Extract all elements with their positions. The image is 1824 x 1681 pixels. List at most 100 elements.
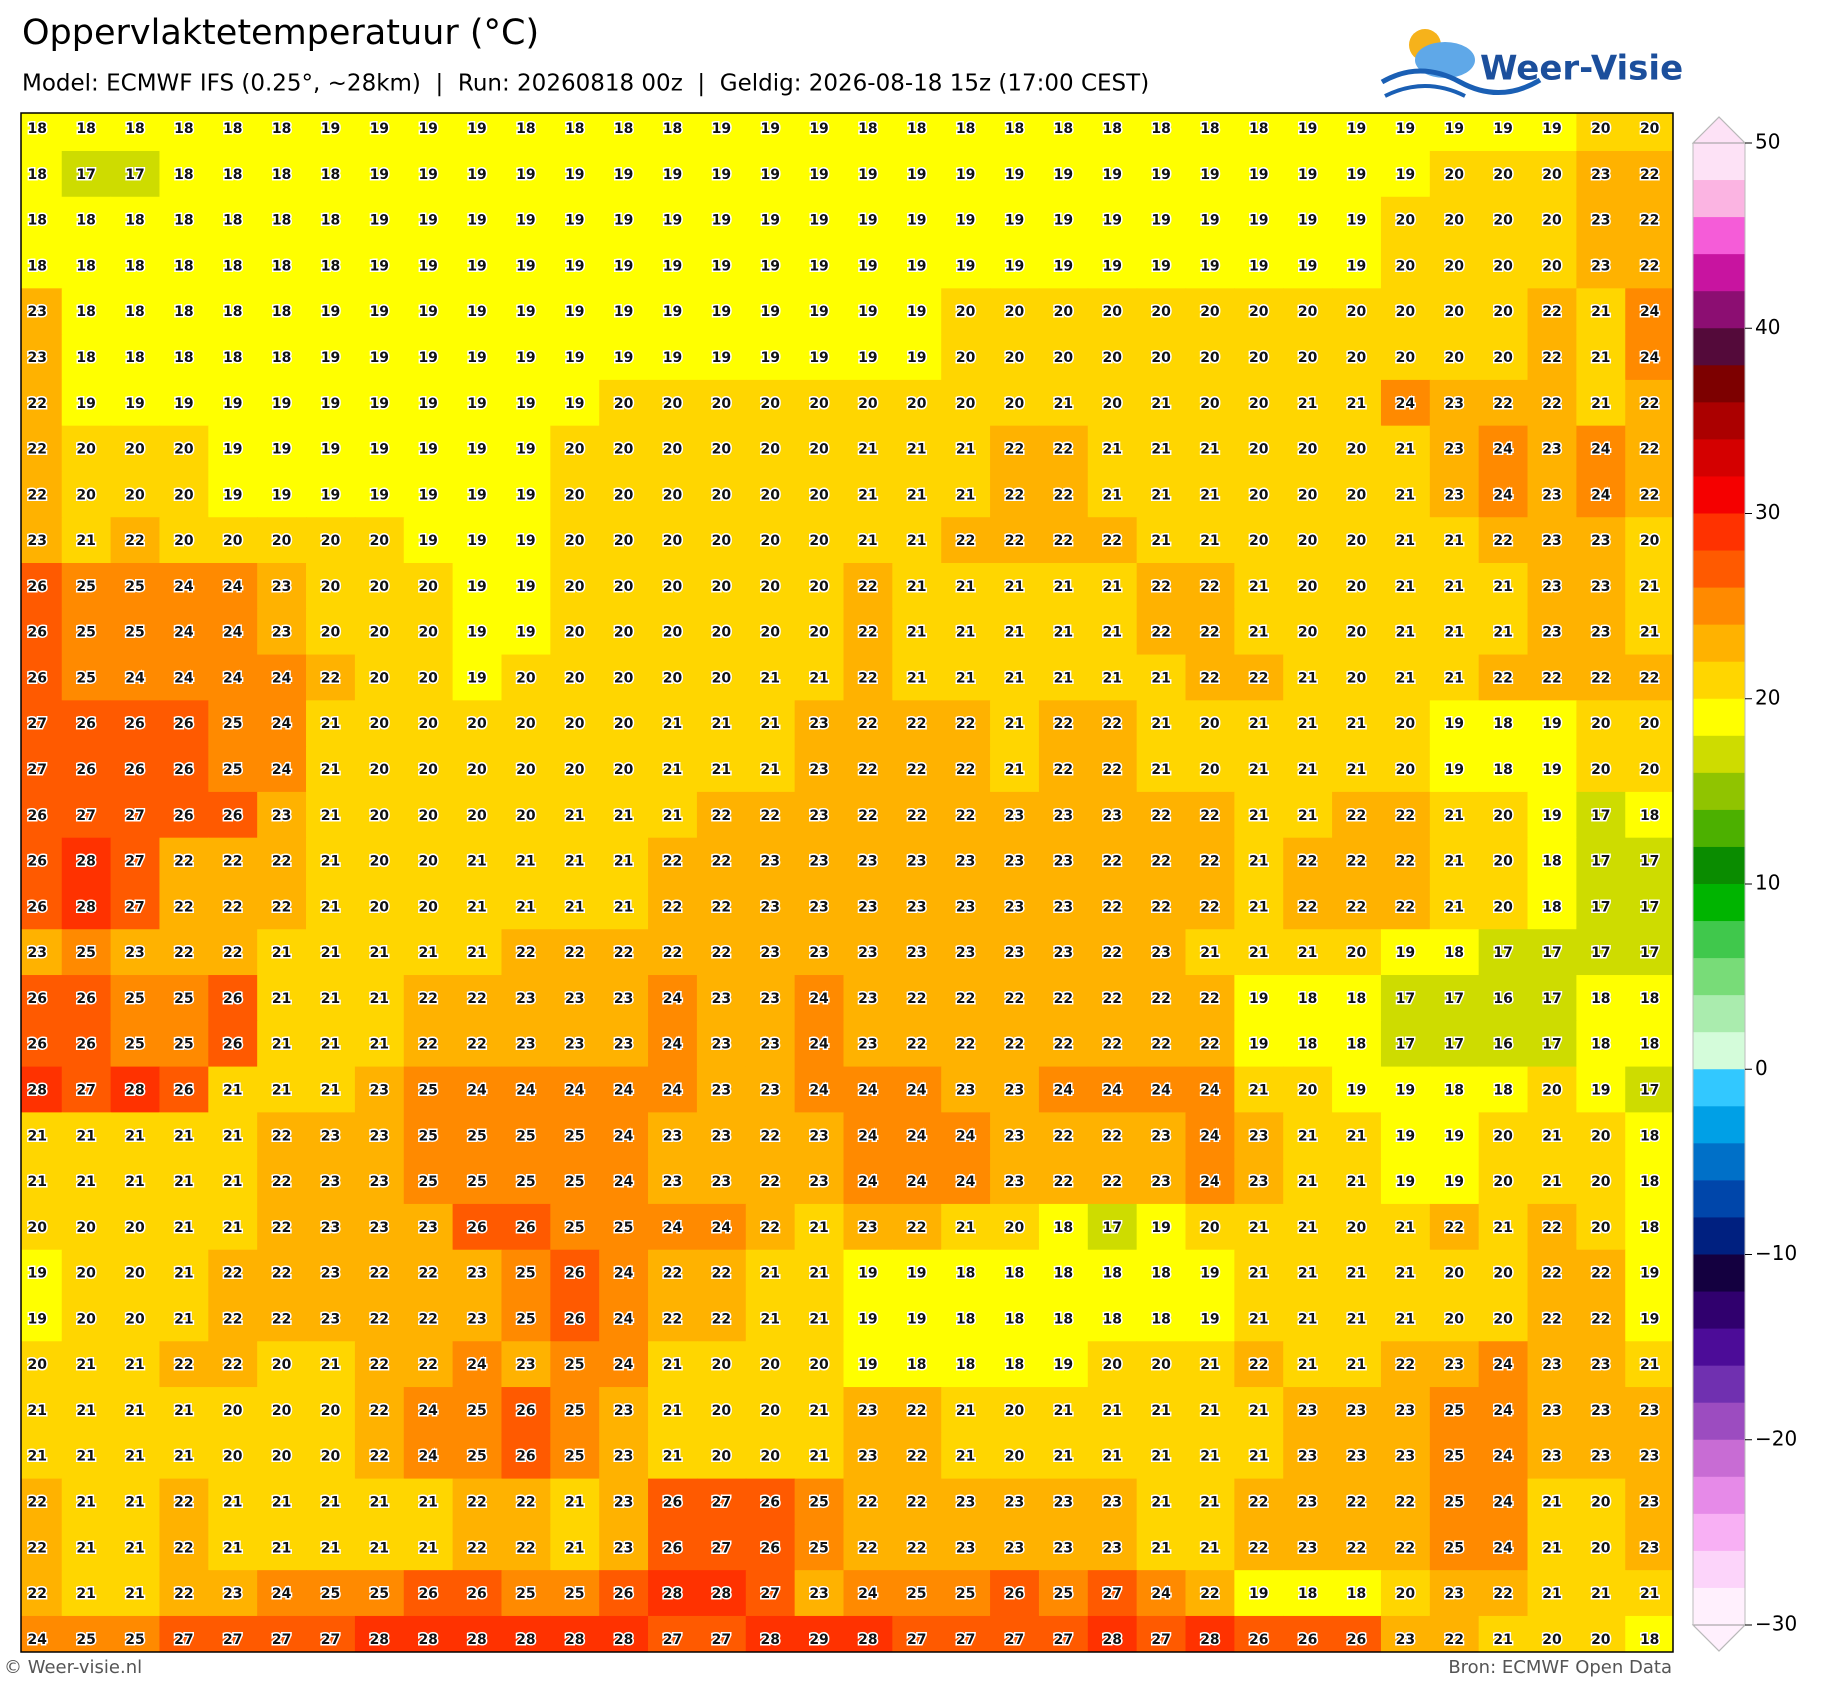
temperature-value: 18 <box>956 1266 975 1282</box>
temperature-value: 23 <box>1054 1495 1073 1511</box>
temperature-value: 19 <box>1249 1586 1268 1602</box>
temperature-value: 21 <box>1591 350 1610 366</box>
temperature-cell <box>696 1020 747 1068</box>
temperature-value: 22 <box>272 1174 291 1190</box>
temperature-cell <box>1478 150 1529 198</box>
temperature-value: 23 <box>809 808 828 824</box>
temperature-value: 18 <box>1102 1266 1121 1282</box>
temperature-cell <box>110 975 161 1022</box>
temperature-cell <box>990 150 1040 198</box>
temperature-cell <box>1185 1249 1235 1297</box>
temperature-value: 21 <box>1102 625 1121 641</box>
temperature-cell <box>892 1020 942 1068</box>
temperature-value: 23 <box>1591 1357 1610 1373</box>
temperature-value: 28 <box>614 1632 633 1648</box>
temperature-cell <box>941 1112 991 1159</box>
temperature-value: 20 <box>1493 304 1513 320</box>
temperature-value: 21 <box>1054 396 1073 412</box>
temperature-cell <box>1527 563 1577 610</box>
temperature-cell <box>1185 1203 1235 1251</box>
temperature-value: 21 <box>1640 1357 1659 1373</box>
temperature-value: 21 <box>1444 854 1463 870</box>
temperature-value: 19 <box>1640 1266 1659 1282</box>
colorbar-band <box>1693 1291 1745 1330</box>
temperature-cell <box>599 837 649 885</box>
temperature-cell <box>794 837 845 885</box>
temperature-cell <box>1283 1203 1333 1251</box>
temperature-value: 22 <box>1200 1037 1219 1053</box>
temperature-value: 20 <box>1640 716 1660 732</box>
temperature-value: 18 <box>1054 1266 1073 1282</box>
temperature-value: 21 <box>1102 670 1121 686</box>
temperature-cell <box>61 654 112 701</box>
temperature-cell <box>208 242 258 289</box>
colorbar-band <box>1693 180 1745 218</box>
temperature-value: 21 <box>809 1449 828 1465</box>
temperature-value: 21 <box>370 1540 389 1556</box>
temperature-value: 22 <box>370 1403 389 1419</box>
colorbar-band <box>1693 587 1745 626</box>
temperature-value: 20 <box>76 442 96 458</box>
temperature-value: 26 <box>28 625 47 641</box>
temperature-value: 22 <box>858 762 877 778</box>
temperature-value: 18 <box>1151 121 1170 137</box>
temperature-value: 21 <box>516 854 535 870</box>
temperature-value: 19 <box>418 304 437 320</box>
temperature-value: 21 <box>28 1403 47 1419</box>
logo-wave <box>1380 68 1542 95</box>
temperature-cell <box>599 1020 649 1068</box>
temperature-value: 21 <box>1298 945 1317 961</box>
temperature-value: 20 <box>76 1311 96 1327</box>
temperature-value: 21 <box>907 487 926 503</box>
temperature-cell <box>892 379 942 427</box>
temperature-cell <box>843 608 893 656</box>
temperature-cell <box>696 608 747 656</box>
temperature-cell <box>941 1203 991 1251</box>
temperature-cell <box>1038 1203 1089 1251</box>
temperature-value: 17 <box>1493 945 1512 961</box>
temperature-value: 20 <box>614 487 634 503</box>
temperature-cell <box>599 471 649 518</box>
temperature-cell <box>354 563 405 610</box>
temperature-cell <box>1332 929 1382 976</box>
temperature-cell <box>892 746 942 793</box>
temperature-cell <box>1038 471 1089 518</box>
temperature-value: 19 <box>1396 121 1415 137</box>
temperature-value: 19 <box>370 396 389 412</box>
temperature-cell <box>1478 1341 1529 1388</box>
temperature-cell <box>452 929 503 976</box>
temperature-cell <box>990 791 1040 839</box>
temperature-cell <box>306 1020 356 1068</box>
temperature-value: 21 <box>1102 487 1121 503</box>
colorbar-tick-label: 10 <box>1755 871 1780 895</box>
temperature-value: 17 <box>1542 1037 1561 1053</box>
temperature-cell <box>61 791 112 839</box>
temperature-value: 19 <box>1444 1174 1463 1190</box>
temperature-cell <box>208 517 258 564</box>
temperature-value: 20 <box>370 854 390 870</box>
temperature-value: 20 <box>663 579 683 595</box>
temperature-value: 19 <box>1396 167 1415 183</box>
temperature-cell <box>257 1066 307 1113</box>
temperature-cell <box>1625 1020 1673 1068</box>
temperature-value: 22 <box>1005 487 1024 503</box>
temperature-value: 21 <box>1249 762 1268 778</box>
temperature-value: 23 <box>809 899 828 915</box>
temperature-cell <box>1234 517 1284 564</box>
temperature-value: 20 <box>1591 1495 1611 1511</box>
temperature-cell <box>21 1249 63 1297</box>
temperature-value: 25 <box>418 1082 437 1098</box>
temperature-value: 25 <box>76 625 95 641</box>
temperature-cell <box>1380 791 1431 839</box>
temperature-cell <box>599 517 649 564</box>
temperature-cell <box>1283 700 1333 747</box>
temperature-value: 19 <box>516 442 535 458</box>
temperature-value: 25 <box>467 1403 486 1419</box>
temperature-value: 20 <box>712 1403 732 1419</box>
temperature-cell <box>1283 517 1333 564</box>
temperature-value: 24 <box>809 1037 829 1053</box>
temperature-value: 19 <box>1200 1311 1219 1327</box>
temperature-value: 18 <box>1005 1311 1024 1327</box>
temperature-cell <box>110 608 161 656</box>
colorbar-band <box>1693 143 1745 181</box>
